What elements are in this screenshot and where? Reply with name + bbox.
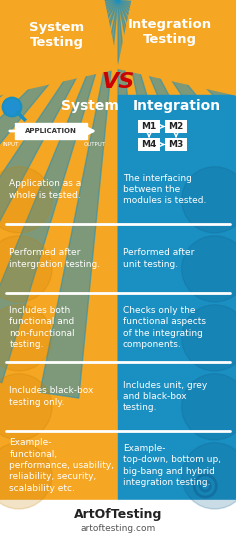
Circle shape [0,443,52,509]
Bar [0,500,236,539]
Polygon shape [0,0,118,189]
Bar [0,95,118,155]
Text: Includes both
functional and
non-functional
testing.: Includes both functional and non-functio… [9,306,75,349]
Bar [15,123,87,139]
Circle shape [182,374,236,440]
Text: M4: M4 [141,140,157,149]
Polygon shape [118,0,236,283]
Polygon shape [118,0,157,400]
Text: M1: M1 [141,122,157,131]
Text: APPLICATION: APPLICATION [25,128,77,134]
Text: Example-
functional,
performance, usability,
reliability, security,
scalability : Example- functional, performance, usabil… [9,438,114,493]
Polygon shape [0,0,118,95]
Bar [0,0,236,95]
Text: artoftesting.com: artoftesting.com [80,523,156,533]
Circle shape [182,236,236,302]
Text: Performed after
intergration testing.: Performed after intergration testing. [9,248,101,269]
Polygon shape [118,0,236,370]
Circle shape [182,167,236,233]
Text: Performed after
unit testing.: Performed after unit testing. [123,248,194,269]
Bar [118,431,236,500]
Text: Checks only the
functional aspects
of the integrating
components.: Checks only the functional aspects of th… [123,306,206,349]
Polygon shape [118,0,236,222]
Polygon shape [118,0,236,95]
Polygon shape [118,0,236,333]
Polygon shape [0,0,118,353]
Polygon shape [118,0,236,153]
Polygon shape [40,0,118,398]
Text: OUTPUT: OUTPUT [84,142,106,147]
Polygon shape [0,0,118,254]
Bar [0,431,118,500]
Text: VS: VS [101,72,135,92]
Bar [118,293,236,362]
Polygon shape [0,0,118,309]
Text: System
Testing: System Testing [29,21,84,49]
Bar [118,95,236,155]
Text: Includes unit, grey
and black-box
testing.: Includes unit, grey and black-box testin… [123,381,207,412]
Circle shape [4,100,20,114]
Polygon shape [118,0,236,78]
Bar [138,138,160,151]
Circle shape [0,374,52,440]
Polygon shape [0,0,118,383]
Circle shape [0,305,52,371]
Bar [118,224,236,293]
Text: The interfacing
between the
modules is tested.: The interfacing between the modules is t… [123,174,206,205]
Text: M2: M2 [169,122,184,131]
Bar [165,120,187,133]
Text: ArtOfTesting: ArtOfTesting [74,508,162,521]
Circle shape [0,167,52,233]
Circle shape [0,236,52,302]
Text: Integration
Testing: Integration Testing [128,18,212,46]
Bar [165,138,187,151]
Circle shape [182,305,236,371]
Polygon shape [0,0,118,39]
Bar [0,362,118,431]
Text: System: System [61,99,118,113]
Circle shape [182,443,236,509]
Bar [0,293,118,362]
Text: M3: M3 [169,140,184,149]
Polygon shape [0,0,118,116]
Polygon shape [118,0,234,392]
Text: INPUT: INPUT [3,142,19,147]
Text: Integration: Integration [133,99,221,113]
Bar [138,120,160,133]
Text: Includes black-box
testing only.: Includes black-box testing only. [9,386,94,407]
Bar [118,155,236,224]
Bar [0,155,118,224]
Text: Application as a
whole is tested.: Application as a whole is tested. [9,179,82,200]
Bar [118,362,236,431]
Bar [0,224,118,293]
Text: Example-
top-down, bottom up,
big-bang and hybrid
integration testing.: Example- top-down, bottom up, big-bang a… [123,444,221,487]
